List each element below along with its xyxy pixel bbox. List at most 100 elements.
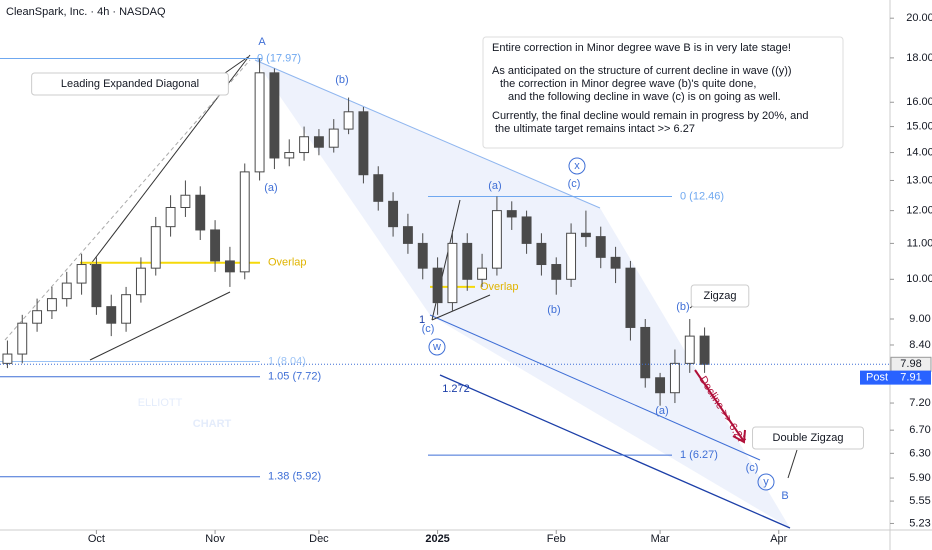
annotation: (c) <box>746 462 759 474</box>
candle-body <box>595 236 606 258</box>
annotation: CHART <box>193 418 232 430</box>
y-tick-label: 8.40 <box>909 339 930 351</box>
annotation: ELLIOTT <box>138 397 183 409</box>
note-line: the ultimate target remains intact >> 6.… <box>495 123 695 135</box>
note-line: Entire correction in Minor degree wave B… <box>492 42 791 54</box>
annotation-box <box>31 72 229 96</box>
candle-body <box>46 298 57 312</box>
candle-body <box>358 111 369 176</box>
candle-body <box>210 229 221 262</box>
annotation: (a) <box>264 182 277 194</box>
level-label: 1 (6.27) <box>680 449 718 461</box>
x-tick-label: Apr <box>770 533 787 545</box>
annotation: (c) <box>568 178 581 190</box>
candle-body <box>669 362 680 394</box>
y-tick-label: 10.00 <box>906 273 932 285</box>
candle-body <box>625 267 636 328</box>
channel-lower <box>429 314 761 461</box>
x-tick-label: Feb <box>547 533 566 545</box>
annotation: (b) <box>547 304 560 316</box>
diagonal-lower <box>89 291 231 361</box>
candle-body <box>491 210 502 269</box>
candle-body <box>462 242 473 280</box>
annotation: (b) <box>335 74 348 86</box>
post-price-box <box>860 370 931 385</box>
annotation: (c) <box>422 323 435 335</box>
candle-body <box>432 267 443 304</box>
channel-extension <box>439 374 791 529</box>
y-tick-label: 7.20 <box>909 397 930 409</box>
annotation: Double Zigzag <box>773 432 844 444</box>
x-tick-label: Mar <box>651 533 670 545</box>
y-tick-label: 6.30 <box>909 447 930 459</box>
candle-body <box>150 226 161 269</box>
candle-body <box>269 72 280 159</box>
y-tick-label: 5.23 <box>909 517 930 529</box>
candle-body <box>402 226 413 244</box>
annotation: y <box>763 476 769 488</box>
candle-body <box>135 267 146 296</box>
level-label: Overlap <box>268 257 307 269</box>
triangle-lower <box>431 294 491 321</box>
annotation-box <box>690 284 750 308</box>
y-tick-label: 13.00 <box>906 174 932 186</box>
candle-body <box>91 264 102 308</box>
candle-body <box>313 136 324 148</box>
channel-fill <box>255 60 790 528</box>
candle-body <box>477 267 488 280</box>
candle-body <box>388 200 399 228</box>
candle-body <box>165 206 176 228</box>
annotation: 1.272 <box>442 383 470 395</box>
annotation: x <box>574 160 580 172</box>
decline-arrow-head <box>732 429 746 444</box>
y-tick-label: 14.00 <box>906 146 932 158</box>
post-price-label: 7.91 <box>900 372 921 384</box>
candle-body <box>180 194 191 208</box>
candle-body <box>580 232 591 238</box>
candle-body <box>121 294 132 324</box>
candle-body <box>684 335 695 364</box>
candle-body <box>76 264 87 284</box>
candle-body <box>239 171 250 273</box>
chart-title: CleanSpark, Inc. · 4h · NASDAQ <box>6 6 166 18</box>
level-label: 1.05 (7.72) <box>268 371 321 383</box>
candle-body <box>343 111 354 130</box>
x-tick-label: Oct <box>88 533 105 545</box>
candle-body <box>299 136 310 154</box>
candle-body <box>284 152 295 159</box>
annotation: (a) <box>655 405 668 417</box>
y-tick-label: 15.00 <box>906 120 932 132</box>
level-label: Overlap <box>480 281 519 293</box>
y-tick-label: 6.70 <box>909 424 930 436</box>
plot: 0 (17.97) 0 (12.46) 1 (8.04) 1.05 (7.72) 1 (… <box>0 52 724 483</box>
candle-body <box>61 282 72 300</box>
y-tick-label: 9.00 <box>909 313 930 325</box>
candle-body <box>254 72 265 173</box>
candle-body <box>551 264 562 280</box>
annotation: B <box>781 490 788 502</box>
y-tick-label: 5.55 <box>909 495 930 507</box>
candle-body <box>195 194 206 231</box>
wave-circle <box>757 473 775 491</box>
y-tick-label: 18.00 <box>906 52 932 64</box>
level-label: 1 (8.04) <box>268 355 306 367</box>
x-tick-label: 2025 <box>425 533 449 545</box>
channel-upper <box>254 59 601 209</box>
note-line: the correction in Minor degree wave (b)'… <box>500 78 756 90</box>
y-tick-label: 5.90 <box>909 472 930 484</box>
diagonal-dashed <box>4 59 251 341</box>
pointer <box>787 449 798 479</box>
candle-body <box>699 335 710 365</box>
candle-body <box>566 232 577 280</box>
y-tick-label: 11.00 <box>907 237 932 249</box>
candle-body <box>224 260 235 273</box>
y-tick-label: 12.00 <box>906 205 932 217</box>
candle-body <box>640 326 651 379</box>
wave-circle <box>568 157 586 175</box>
annotation: Leading Expanded Diagonal <box>61 78 199 90</box>
annotation: A <box>258 36 266 48</box>
note-line: As anticipated on the structure of curre… <box>492 65 792 77</box>
x-tick-label: Nov <box>205 533 225 545</box>
annotation: (a) <box>488 180 501 192</box>
annotation: 1 <box>419 314 425 326</box>
